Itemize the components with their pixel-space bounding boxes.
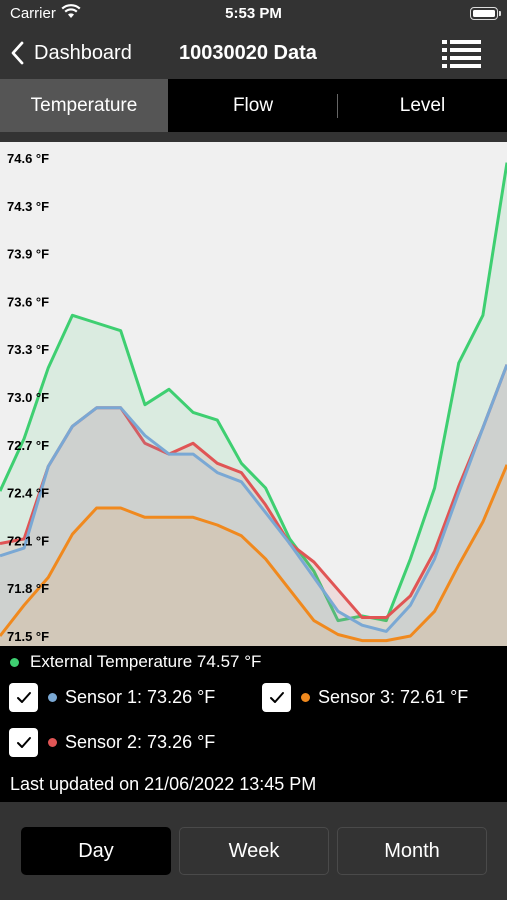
week-button[interactable]: Week (179, 827, 329, 875)
last-updated-text: Last updated on 21/06/2022 13:45 PM (10, 774, 317, 794)
wifi-icon (61, 4, 81, 24)
y-tick-label: 72.7 °F (7, 438, 49, 453)
external-temperature-area (0, 162, 507, 646)
checkmark-icon (269, 692, 284, 703)
tab-flow[interactable]: Flow (232, 94, 274, 116)
status-bar: Carrier 5:53 PM (0, 0, 507, 30)
y-tick-label: 72.4 °F (7, 486, 49, 501)
external-temperature-legend: External Temperature 74.57 °F (10, 652, 261, 672)
y-tick-label: 72.1 °F (7, 533, 49, 548)
sensor-1-checkbox[interactable] (9, 683, 38, 712)
sensor-3-line (0, 464, 507, 643)
y-tick-label: 74.3 °F (7, 199, 49, 214)
back-button[interactable]: Dashboard (10, 38, 132, 68)
navigation-bar: Dashboard 10030020 Data (0, 30, 507, 79)
sensor-3-legend: Sensor 3: 72.61 °F (262, 683, 468, 712)
checkmark-icon (16, 692, 31, 703)
status-time: 5:53 PM (225, 5, 282, 22)
tab-temperature[interactable]: Temperature (0, 79, 168, 132)
chevron-left-icon (11, 41, 24, 65)
list-icon (442, 40, 481, 68)
tab-level[interactable]: Level (399, 94, 446, 116)
sensor-3-dot (301, 693, 310, 702)
y-tick-label: 74.6 °F (7, 151, 49, 166)
sensor-2-area (0, 364, 507, 646)
sensor-2-legend: Sensor 2: 73.26 °F (9, 728, 215, 757)
sensor-1-line (0, 364, 507, 633)
page-title: 10030020 Data (179, 42, 317, 64)
sensor-1-area (0, 364, 507, 646)
chart-legend: External Temperature 74.57 °F Sensor 1: … (0, 646, 507, 802)
chart-canvas: 74.6 °F 74.3 °F 73.9 °F 73.6 °F 73.3 °F 73.0 … (0, 142, 507, 646)
temperature-chart: 74.6 °F 74.3 °F 73.9 °F 73.6 °F 73.3 °F 73.0 … (0, 132, 507, 646)
y-tick-label: 73.3 °F (7, 342, 49, 357)
data-type-tabs: Temperature Flow Level (0, 79, 507, 132)
y-tick-label: 73.9 °F (7, 247, 49, 262)
day-button[interactable]: Day (21, 827, 171, 875)
list-menu-button[interactable] (442, 38, 482, 70)
sensor-1-legend: Sensor 1: 73.26 °F (9, 683, 215, 712)
sensor-1-label: Sensor 1: 73.26 °F (65, 687, 216, 707)
battery-icon (470, 7, 501, 20)
sensor-2-checkbox[interactable] (9, 728, 38, 757)
y-tick-label: 71.5 °F (7, 629, 49, 644)
sensor-2-dot (48, 738, 57, 747)
external-temperature-label: External Temperature 74.57 °F (30, 652, 262, 671)
sensor-2-label: Sensor 2: 73.26 °F (65, 732, 216, 752)
sensor-1-dot (48, 693, 57, 702)
checkmark-icon (16, 737, 31, 748)
sensor-3-area (0, 464, 507, 646)
month-button[interactable]: Month (337, 827, 487, 875)
sensor-3-label: Sensor 3: 72.61 °F (318, 687, 469, 707)
carrier-label: Carrier (10, 5, 56, 22)
sensor-3-checkbox[interactable] (262, 683, 291, 712)
external-temperature-line (0, 162, 507, 623)
y-tick-label: 73.0 °F (7, 390, 49, 405)
y-tick-label: 73.6 °F (7, 294, 49, 309)
y-tick-label: 71.8 °F (7, 581, 49, 596)
external-temperature-dot (10, 657, 19, 667)
tab-divider (337, 94, 338, 118)
chart-background (0, 142, 507, 646)
back-button-label: Dashboard (34, 41, 132, 64)
time-range-selector: Day Week Month (0, 802, 507, 900)
